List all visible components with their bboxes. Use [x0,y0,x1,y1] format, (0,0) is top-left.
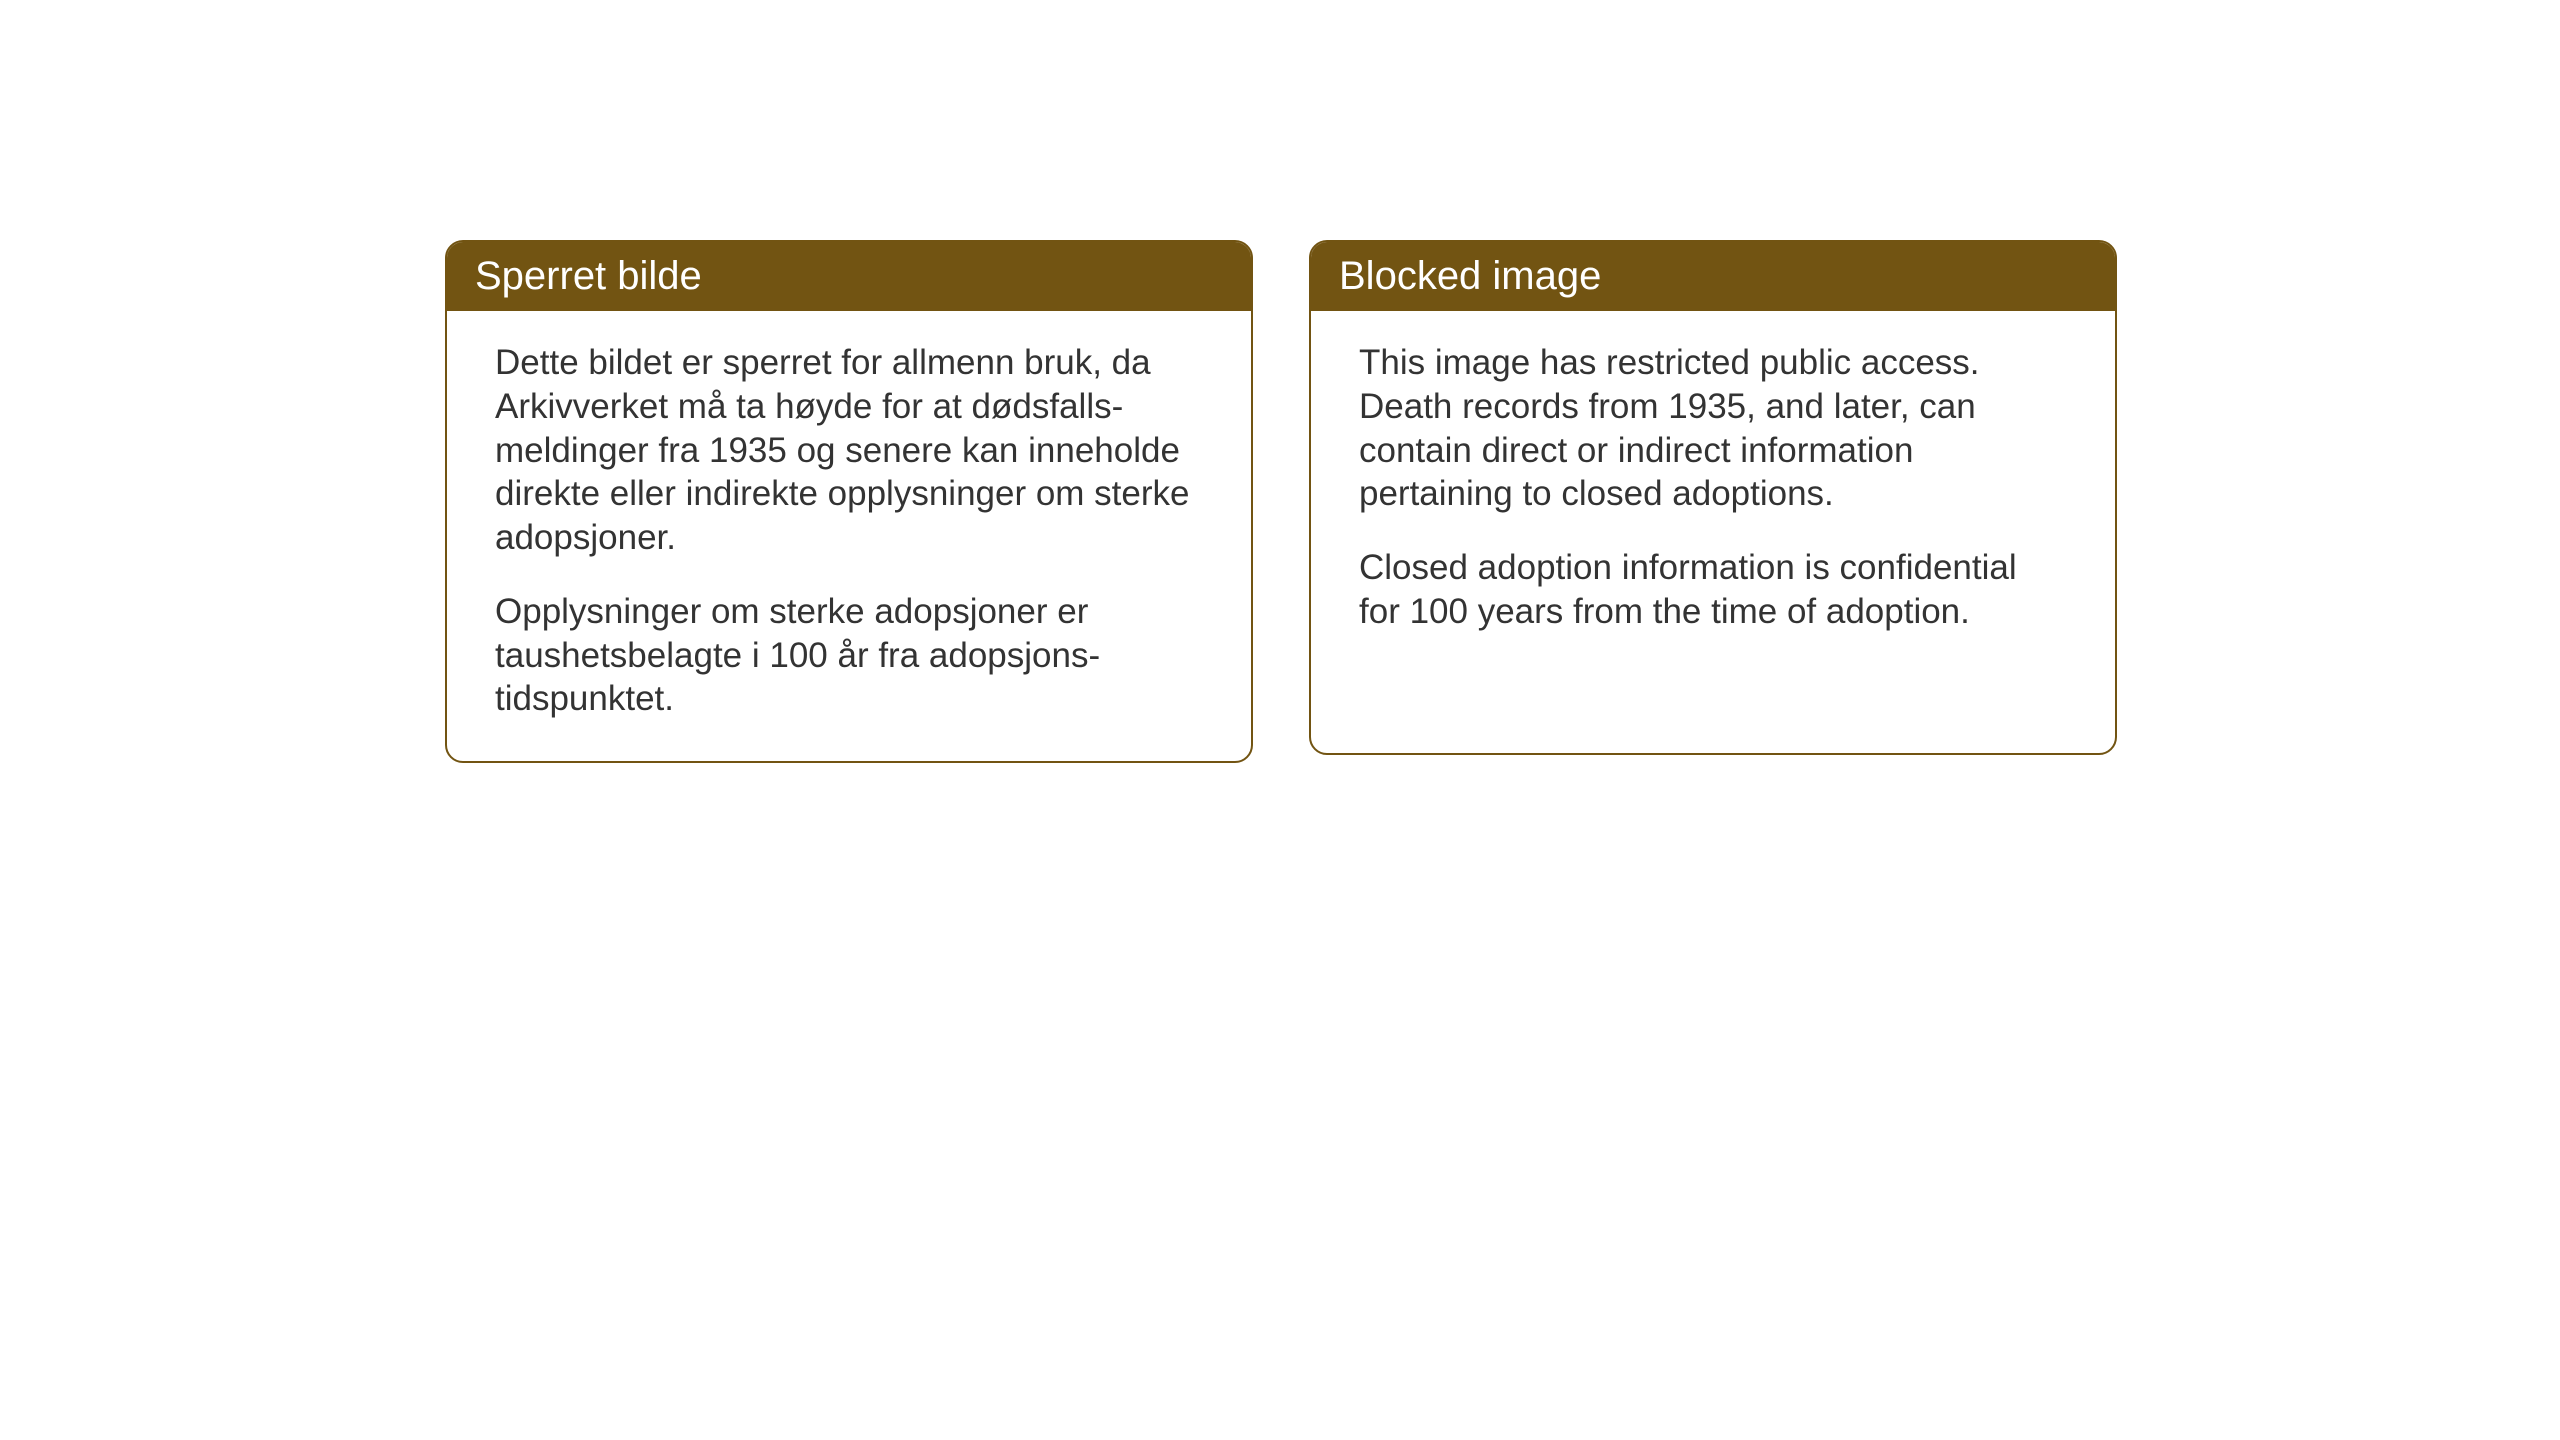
card-header-norwegian: Sperret bilde [447,242,1251,311]
card-body-norwegian: Dette bildet er sperret for allmenn bruk… [447,311,1251,761]
card-title-norwegian: Sperret bilde [475,254,702,298]
paragraph-2-english: Closed adoption information is confident… [1359,546,2067,634]
paragraph-2-norwegian: Opplysninger om sterke adopsjoner er tau… [495,590,1203,721]
card-title-english: Blocked image [1339,254,1601,298]
card-norwegian: Sperret bilde Dette bildet er sperret fo… [445,240,1253,763]
card-body-english: This image has restricted public access.… [1311,311,2115,674]
paragraph-1-norwegian: Dette bildet er sperret for allmenn bruk… [495,341,1203,560]
card-english: Blocked image This image has restricted … [1309,240,2117,755]
card-header-english: Blocked image [1311,242,2115,311]
cards-container: Sperret bilde Dette bildet er sperret fo… [445,240,2117,763]
paragraph-1-english: This image has restricted public access.… [1359,341,2067,516]
